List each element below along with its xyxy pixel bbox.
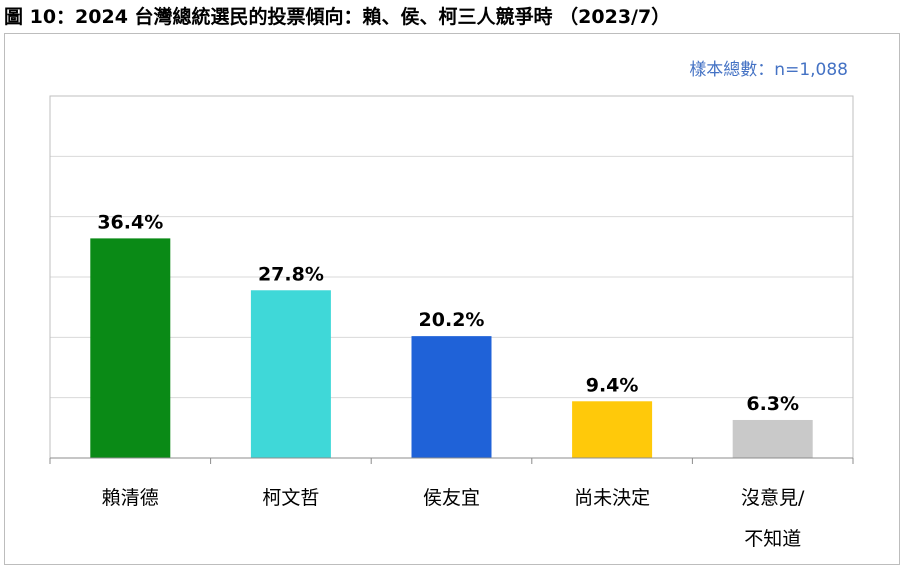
bar-value-label: 20.2% (419, 309, 485, 331)
category-label: 侯友宜 (423, 487, 480, 509)
bar (250, 290, 331, 458)
bars (90, 238, 813, 458)
chart-frame (4, 33, 900, 565)
category-label: 不知道 (744, 528, 801, 550)
category-label: 賴清德 (102, 487, 159, 509)
bar (411, 336, 492, 458)
category-label: 柯文哲 (262, 487, 319, 509)
x-axis-ticks (49, 458, 854, 464)
bar-value-label: 36.4% (97, 211, 163, 233)
value-labels: 36.4% 27.8% 20.2% 9.4% 6.3% (97, 211, 799, 415)
bar-value-label: 9.4% (586, 374, 639, 396)
category-label: 沒意見/ (741, 487, 805, 509)
bar (90, 238, 171, 458)
category-label: 尚未決定 (574, 487, 650, 509)
category-labels: 賴清德 柯文哲 侯友宜 尚未決定 沒意見/不知道 (102, 487, 805, 550)
bar-value-label: 6.3% (746, 393, 799, 415)
chart-title: 圖 10：2024 台灣總統選民的投票傾向：賴、侯、柯三人競爭時 （2023/7… (4, 6, 671, 28)
bar (572, 401, 653, 458)
bar-value-label: 27.8% (258, 263, 324, 285)
bar (732, 419, 813, 458)
sample-size-note: 樣本總數：n=1,088 (689, 60, 848, 80)
